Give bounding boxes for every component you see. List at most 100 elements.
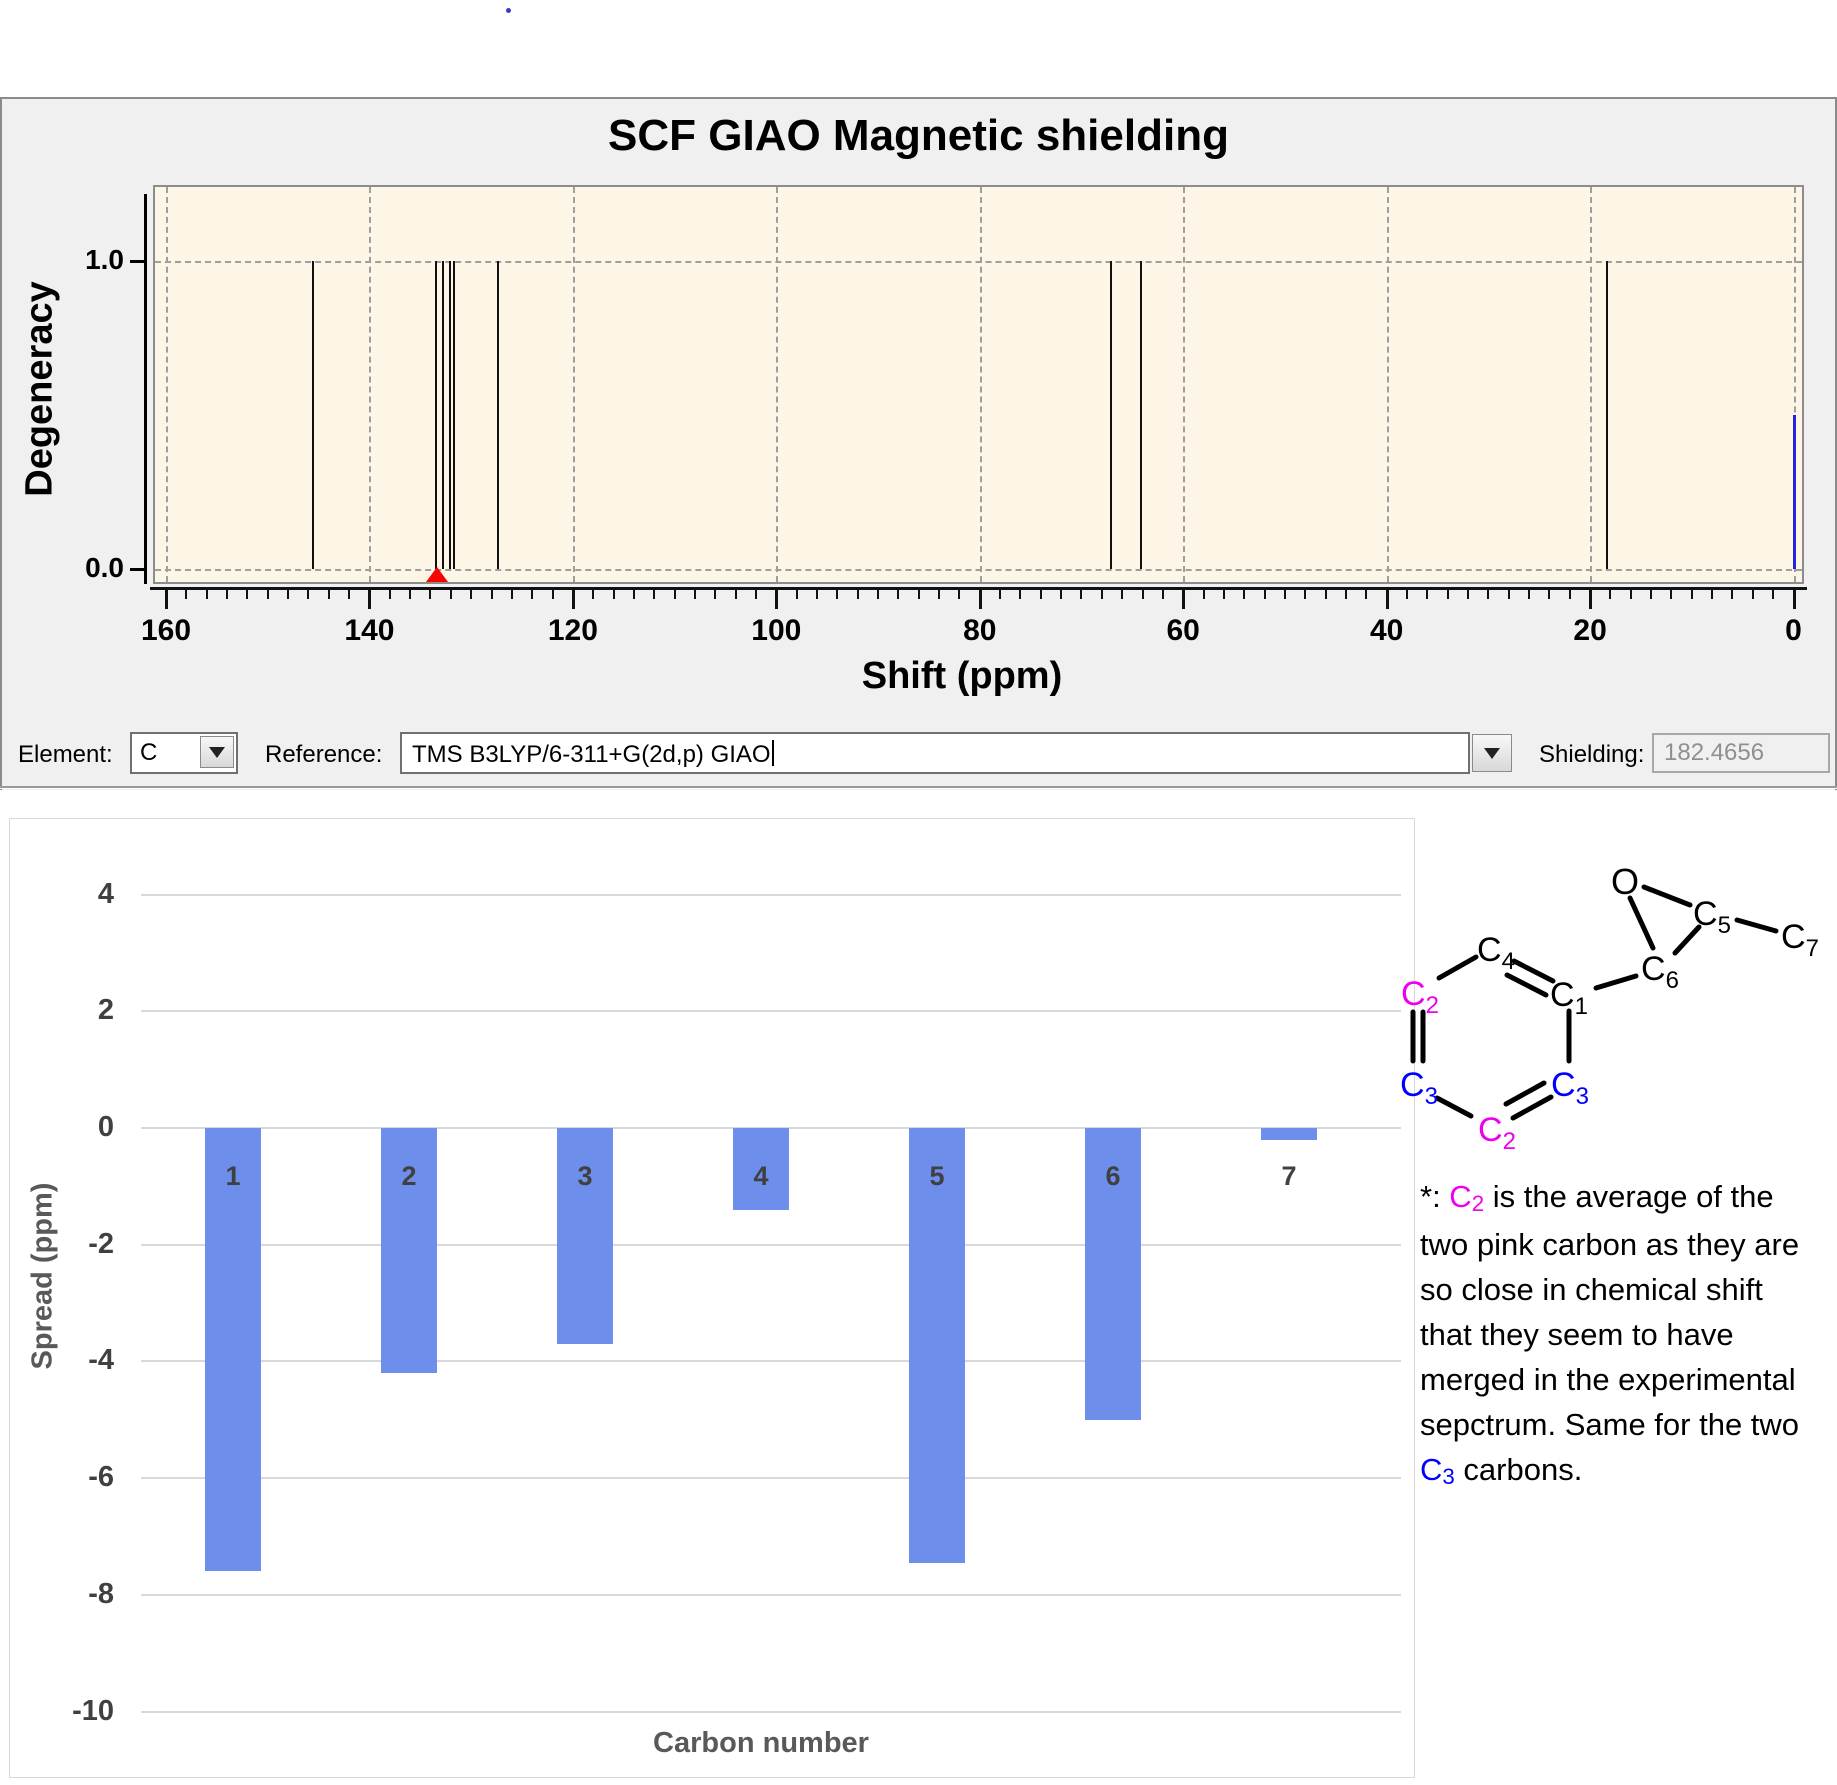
- gridline-x-100: [776, 187, 779, 582]
- annotation-line: *: C2 is the average of the: [1420, 1174, 1835, 1222]
- x-axis-tick: [1589, 587, 1593, 609]
- annotation-note: *: C2 is the average of the two pink carb…: [1420, 1174, 1835, 1495]
- atom-label-C2: C2: [1478, 1111, 1516, 1155]
- x-axis-tick: [571, 587, 575, 609]
- text-caret: [771, 740, 774, 766]
- annotation-colored-token: C: [1449, 1179, 1472, 1214]
- spectrum-plot-area[interactable]: [153, 185, 1804, 584]
- spectrum-peak: [434, 261, 437, 569]
- bond: [1503, 1080, 1547, 1107]
- x-axis-tick: [266, 587, 269, 599]
- x-axis-tick: [754, 587, 757, 599]
- spectrum-peak: [1140, 261, 1143, 569]
- molecule-structure-diagram: O C5 C7 C6 C4 C1 C2 C3 C3 C2: [1400, 861, 1819, 1155]
- bar-carbon-1: [205, 1128, 261, 1572]
- window-bottom-edge: [0, 786, 1837, 789]
- bar-carbon-6: [1085, 1128, 1141, 1420]
- annotation-text: two pink carbon as they are: [1420, 1227, 1800, 1262]
- y-axis-tick: [130, 260, 145, 263]
- element-selected-value: C: [140, 739, 158, 766]
- gridline-y-0: [155, 569, 1802, 571]
- annotation-colored-token: C: [1420, 1452, 1443, 1487]
- atom-label-C7: C7: [1781, 918, 1819, 962]
- bar-category-label: 4: [753, 1161, 769, 1191]
- bar-category-label: 5: [929, 1161, 945, 1191]
- spectrum-peak: [448, 261, 451, 569]
- bar-carbon-7: [1261, 1128, 1317, 1140]
- x-axis-tick: [368, 587, 372, 609]
- x-axis-tick: [938, 587, 941, 599]
- x-axis-tick: [226, 587, 229, 599]
- bar-gridline-4: [141, 893, 1401, 896]
- x-axis-tick: [165, 587, 168, 609]
- bar-gridline-2: [141, 1010, 1401, 1013]
- annotation-text: carbons.: [1454, 1452, 1583, 1487]
- x-axis-tick: [1121, 587, 1124, 599]
- spectrum-peak: [312, 261, 315, 569]
- x-axis-tick: [775, 587, 779, 609]
- x-axis-tick-label: 160: [140, 614, 192, 647]
- x-axis-tick: [1222, 587, 1225, 599]
- atom-label-C4: C4: [1477, 931, 1515, 975]
- atom-label-C5: C5: [1693, 895, 1731, 939]
- bar-y-tick-label: -2: [88, 1227, 114, 1260]
- annotation-line: two pink carbon as they are: [1420, 1222, 1835, 1267]
- atom-label-C2: C2: [1401, 975, 1439, 1019]
- spectrum-peak: [1109, 261, 1112, 569]
- x-axis-tick-label: 20: [1573, 614, 1607, 647]
- bar-chart-x-axis-title: Carbon number: [653, 1727, 869, 1759]
- bar-gridline--10: [141, 1710, 1401, 1713]
- shielding-label: Shielding:: [1539, 741, 1645, 768]
- x-axis-tick: [307, 587, 310, 599]
- x-axis-tick-label: 120: [547, 614, 598, 647]
- annotation-colored-token: 2: [1471, 1191, 1485, 1217]
- reference-value: TMS B3LYP/6-311+G(2d,p) GIAO: [412, 741, 771, 768]
- selected-peak-marker[interactable]: [425, 567, 448, 582]
- x-axis-tick: [1039, 587, 1042, 599]
- x-axis-tick: [1711, 587, 1714, 599]
- x-axis-tick: [1283, 587, 1286, 599]
- x-axis-tick: [1467, 587, 1470, 599]
- x-axis-tick: [673, 587, 676, 599]
- x-axis-tick: [1751, 587, 1754, 599]
- bond: [1672, 924, 1702, 956]
- reference-input[interactable]: TMS B3LYP/6-311+G(2d,p) GIAO: [400, 732, 1470, 774]
- x-axis-tick-label: 100: [751, 614, 802, 647]
- annotation-line: merged in the experimental: [1420, 1357, 1835, 1402]
- x-axis-tick: [1731, 587, 1734, 599]
- element-dropdown-button[interactable]: [200, 736, 234, 768]
- element-select[interactable]: C: [130, 732, 238, 774]
- x-axis-tick: [490, 587, 493, 599]
- bar-y-tick-label: 0: [97, 1111, 114, 1143]
- x-axis-tick: [653, 587, 656, 599]
- x-axis-tick: [1202, 587, 1205, 599]
- x-axis-tick: [714, 587, 717, 599]
- x-axis-tick: [1507, 587, 1510, 599]
- y-axis-tick-label: 0.0: [85, 552, 124, 583]
- x-axis-tick: [1405, 587, 1408, 599]
- x-axis-tick: [327, 587, 330, 599]
- atom-label-O: O: [1611, 861, 1639, 902]
- spectrum-x-axis-line: [150, 587, 1807, 590]
- x-axis-tick: [1304, 587, 1307, 599]
- annotation-line: so close in chemical shift: [1420, 1267, 1835, 1312]
- x-axis-tick: [958, 587, 961, 599]
- annotation-line: C3 carbons.: [1420, 1447, 1835, 1495]
- x-axis-tick-label: 60: [1166, 614, 1200, 647]
- bar-y-tick-label: -6: [88, 1461, 114, 1494]
- x-axis-tick: [348, 587, 351, 599]
- atom-label-C6: C6: [1641, 950, 1679, 994]
- x-axis-tick: [1019, 587, 1022, 599]
- bar-gridline--6: [141, 1477, 1401, 1480]
- reference-shielding-line: [1792, 415, 1796, 569]
- gridline-x-120: [572, 187, 575, 582]
- spread-bar-chart: Spread (ppm) Carbon number 4 2 0 -2 -4 -6 -8 -1…: [9, 818, 1415, 1778]
- x-axis-tick: [531, 587, 534, 599]
- x-axis-tick: [1568, 587, 1571, 599]
- x-axis-tick: [1344, 587, 1347, 599]
- spectrum-title: SCF GIAO Magnetic shielding: [608, 111, 1229, 160]
- x-axis-tick-label: 0: [1785, 614, 1802, 647]
- reference-dropdown-button[interactable]: [1472, 734, 1512, 772]
- bond: [1641, 884, 1693, 908]
